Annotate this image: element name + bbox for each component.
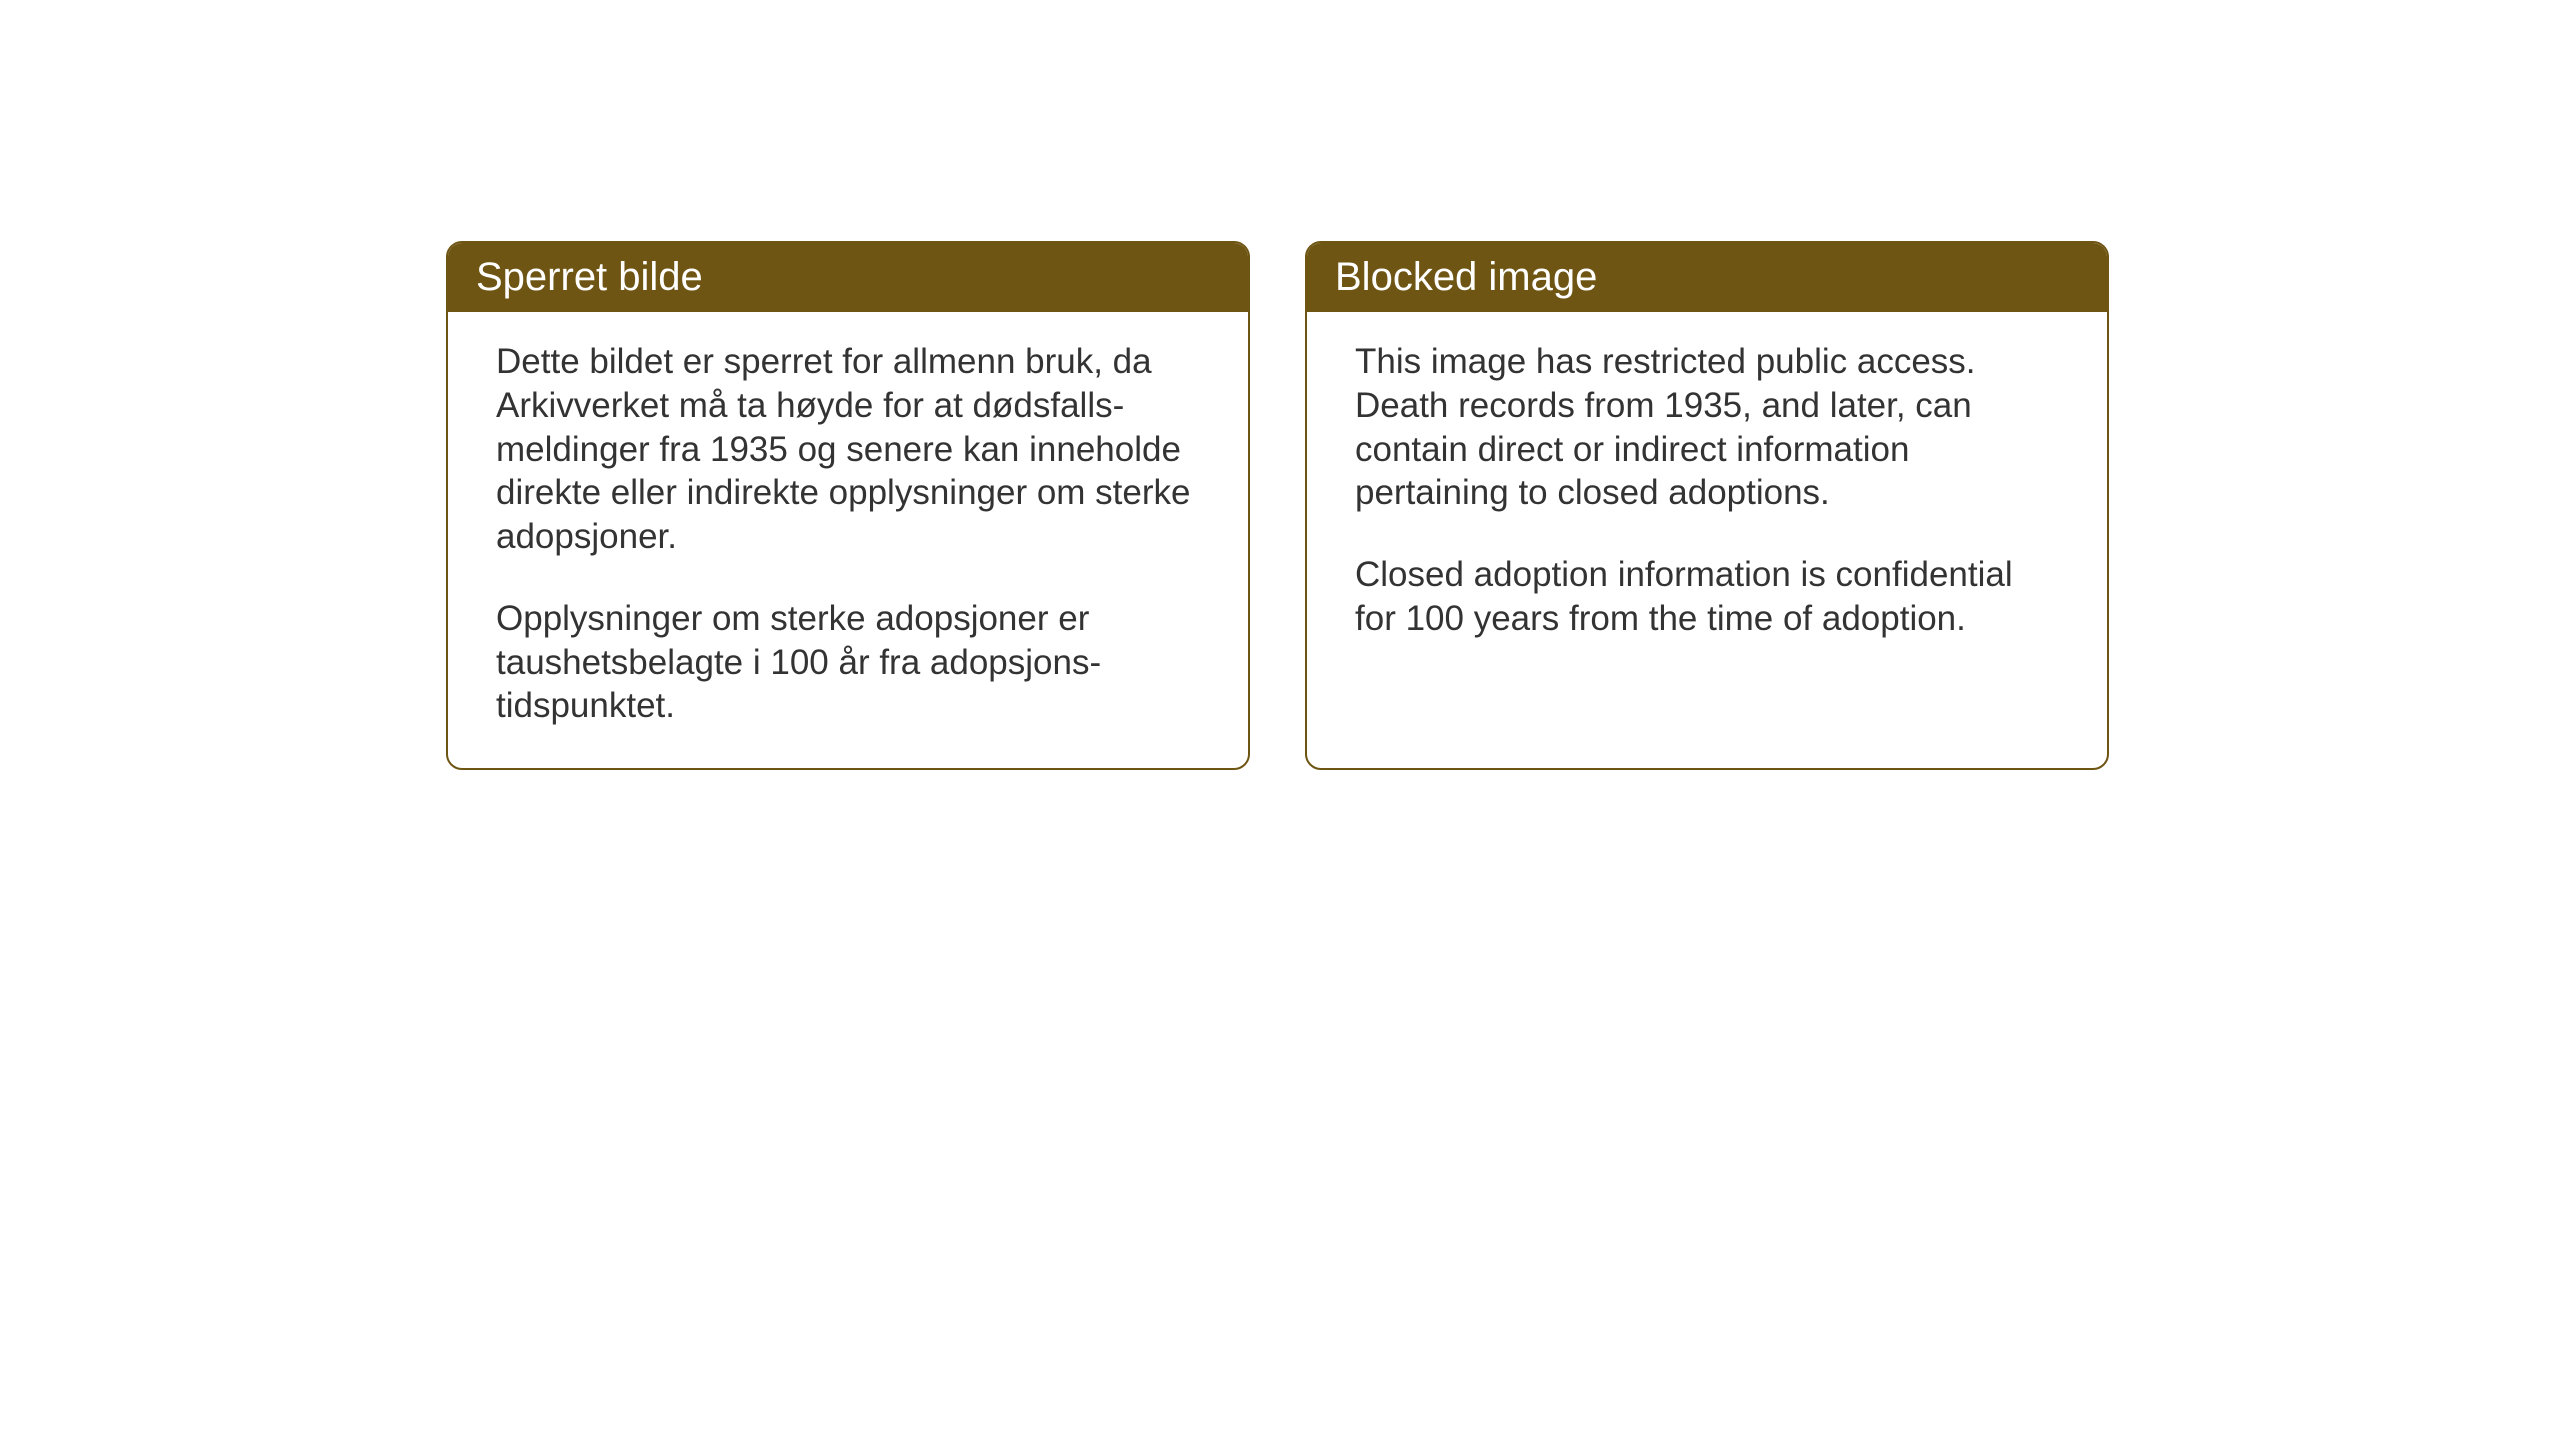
notice-paragraph-2-norwegian: Opplysninger om sterke adopsjoner er tau…	[496, 597, 1200, 728]
notice-paragraph-1-norwegian: Dette bildet er sperret for allmenn bruk…	[496, 340, 1200, 559]
notice-header-norwegian: Sperret bilde	[448, 243, 1248, 312]
notice-paragraph-1-english: This image has restricted public access.…	[1355, 340, 2059, 515]
notice-box-english: Blocked image This image has restricted …	[1305, 241, 2109, 770]
notice-header-english: Blocked image	[1307, 243, 2107, 312]
notice-body-english: This image has restricted public access.…	[1307, 312, 2107, 722]
notice-paragraph-2-english: Closed adoption information is confident…	[1355, 553, 2059, 641]
notice-title-english: Blocked image	[1335, 255, 1597, 299]
notice-box-norwegian: Sperret bilde Dette bildet er sperret fo…	[446, 241, 1250, 770]
notice-body-norwegian: Dette bildet er sperret for allmenn bruk…	[448, 312, 1248, 768]
notice-title-norwegian: Sperret bilde	[476, 255, 703, 299]
notices-container: Sperret bilde Dette bildet er sperret fo…	[446, 241, 2109, 770]
